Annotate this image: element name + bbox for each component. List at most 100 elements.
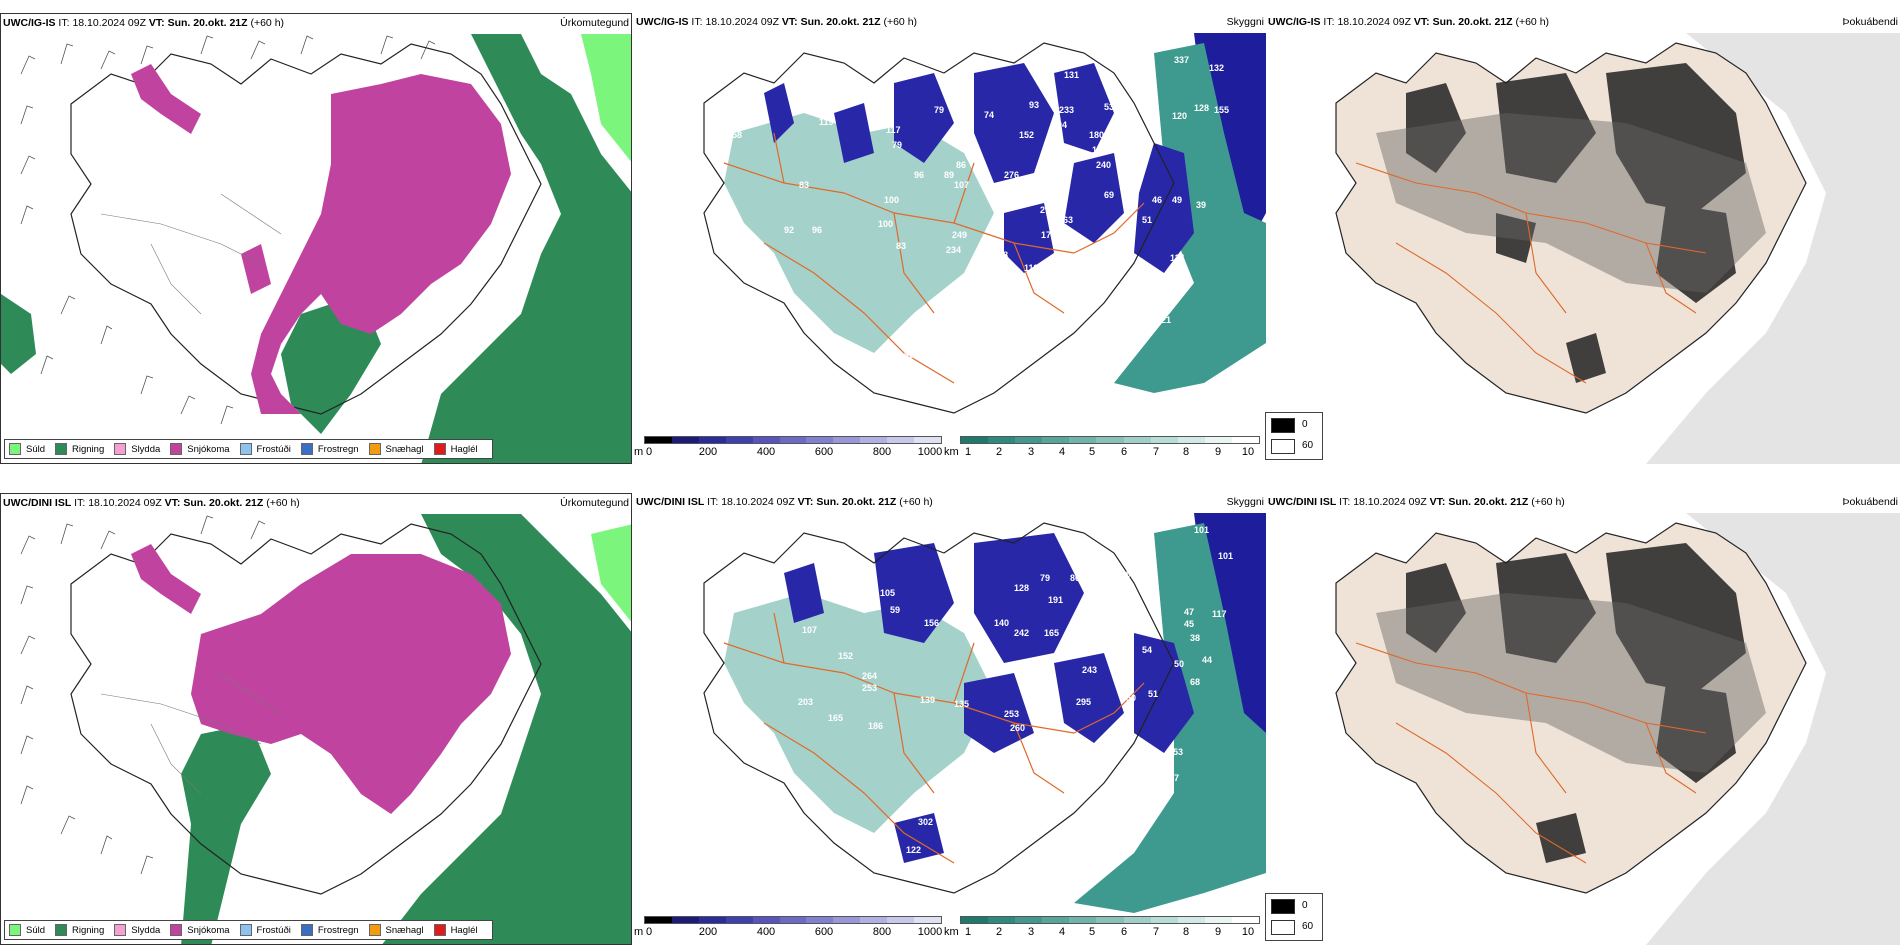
vis-number: 191 xyxy=(1048,595,1063,605)
fog-index-map-bottom xyxy=(1335,513,1900,945)
vis-number: 101 xyxy=(1194,525,1209,535)
vis-number: 53 xyxy=(1104,102,1114,112)
vis-number: 62 xyxy=(1120,667,1130,677)
legend-swatch xyxy=(55,924,68,936)
visibility-tick: 4 xyxy=(1058,446,1066,458)
panel-title-precip: Úrkomutegund xyxy=(560,497,629,509)
vis-number: 252 xyxy=(1094,605,1109,615)
visibility-tick: 8 xyxy=(1182,926,1190,938)
lead-time: (+60 h) xyxy=(899,496,933,508)
it-value: 18.10.2024 09Z xyxy=(1353,496,1427,508)
drizzle-area-east xyxy=(591,524,631,622)
legend-label: Snjókoma xyxy=(187,924,230,936)
precip-type-map-bottom xyxy=(20,514,631,944)
panel-title-fog: Þokuábendi xyxy=(1842,16,1898,28)
fog-mid-areas xyxy=(1376,593,1766,773)
vt-label: VT: xyxy=(797,496,814,508)
wind-barbs xyxy=(20,35,436,425)
vis-number: 119 xyxy=(819,117,834,127)
fog-legend-dark-swatch xyxy=(1271,899,1295,914)
vis-number: 155 xyxy=(1214,105,1229,115)
snow-area-nw xyxy=(131,64,201,134)
fog-legend-dark-swatch xyxy=(1271,418,1295,433)
vis-number: 133 xyxy=(916,380,931,390)
vis-number: 280 xyxy=(1062,293,1077,303)
vis-number: 249 xyxy=(952,230,967,240)
vis-number: 79 xyxy=(1040,573,1050,583)
legend-item-haglel: Haglél xyxy=(433,443,478,455)
vis-number: 121 xyxy=(1092,145,1107,155)
legend-label: Slydda xyxy=(131,924,161,936)
vis-number: 51 xyxy=(1148,689,1158,699)
vis-number: 78 xyxy=(998,250,1008,260)
vis-number: 96 xyxy=(914,170,924,180)
panel-title-visibility: Skyggni xyxy=(1226,496,1264,508)
legend-swatch xyxy=(114,443,127,455)
vis-number: 93 xyxy=(1029,100,1039,110)
vt-label: VT: xyxy=(781,16,798,28)
snow-area-nw xyxy=(131,544,201,614)
vis-number: 105 xyxy=(880,588,895,598)
visibility-tick: 5 xyxy=(1088,446,1096,458)
vis-number: 59 xyxy=(890,605,900,615)
vis-number: 121 xyxy=(1254,25,1266,35)
visibility-tick: 4 xyxy=(1058,926,1066,938)
rain-area-east xyxy=(382,514,631,944)
it-value: 18.10.2024 09Z xyxy=(88,497,162,509)
vis-number: 173 xyxy=(1041,230,1056,240)
fog-legend-light-label: 60 xyxy=(1302,921,1314,932)
vis-number: 105 xyxy=(754,80,769,90)
vis-number: 343 xyxy=(1034,735,1049,745)
vis-number: 232 xyxy=(1082,618,1097,628)
legend-item-frostregn: Frostregn xyxy=(300,924,359,936)
fog-index-panel-bottom: UWC/DINI ISL IT: 18.10.2024 09Z VT: Sun.… xyxy=(1266,493,1900,945)
legend-swatch xyxy=(239,443,252,455)
legend-item-snjokoma: Snjókoma xyxy=(170,924,230,936)
model-header-top-fog: UWC/IG-IS IT: 18.10.2024 09Z VT: Sun. 20… xyxy=(1268,16,1549,28)
vis-number: 83 xyxy=(799,180,809,190)
vis-number: 282 xyxy=(1110,625,1125,635)
model-name: UWC/DINI ISL xyxy=(3,497,72,509)
legend-label: Frostúði xyxy=(256,443,291,455)
it-value: 18.10.2024 09Z xyxy=(1337,16,1411,28)
model-name: UWC/DINI ISL xyxy=(1268,496,1337,508)
vis-number: 45 xyxy=(1184,619,1194,629)
fog-index-map-top xyxy=(1335,33,1900,464)
vis-number: 337 xyxy=(1174,55,1189,65)
vis-number: 198 xyxy=(1049,165,1064,175)
vis-number: 321 xyxy=(1156,315,1171,325)
vis-blue-patches xyxy=(784,533,1194,863)
vis-number: 96 xyxy=(812,225,822,235)
vis-number: 38 xyxy=(1190,633,1200,643)
vis-blue-patches xyxy=(764,63,1194,273)
vis-number: 49 xyxy=(954,120,964,130)
legend-item-rigning: Rigning xyxy=(55,443,104,455)
vis-number: 139 xyxy=(920,695,935,705)
cloudbase-tick: 200 xyxy=(698,926,718,938)
snow-area-main xyxy=(191,554,511,814)
vis-number: 627 xyxy=(1164,773,1179,783)
vis-number: 445 xyxy=(1026,697,1041,707)
vis-number: 159 xyxy=(1142,297,1157,307)
vis-number: 295 xyxy=(1076,697,1091,707)
visibility-colorbar: km 1 2 3 4 5 6 7 8 9 10 xyxy=(944,436,1260,460)
cloudbase-gradient xyxy=(644,436,942,444)
precip-type-panel-top: UWC/IG-IS IT: 18.10.2024 09Z VT: Sun. 20… xyxy=(0,13,632,464)
legend-item-snaehagl: Snæhagl xyxy=(368,443,424,455)
vis-land-teal xyxy=(724,113,994,353)
vis-number: 50 xyxy=(1126,693,1136,703)
legend-item-sudl: Súld xyxy=(9,443,45,455)
road-network xyxy=(100,193,282,315)
road-network xyxy=(1355,162,1707,384)
vis-number: 234 xyxy=(946,245,961,255)
visibility-tick: 10 xyxy=(1241,926,1255,938)
iceland-outline xyxy=(70,523,542,895)
vis-number: 58 xyxy=(732,130,742,140)
vis-number: 163 xyxy=(1054,180,1069,190)
vis-number: 119 xyxy=(1024,263,1039,273)
vis-number: 49 xyxy=(1172,195,1182,205)
vis-number: 39 xyxy=(1196,200,1206,210)
cloudbase-unit: m xyxy=(634,446,644,458)
vis-number: 318 xyxy=(1040,665,1055,675)
vis-number: 203 xyxy=(798,697,813,707)
